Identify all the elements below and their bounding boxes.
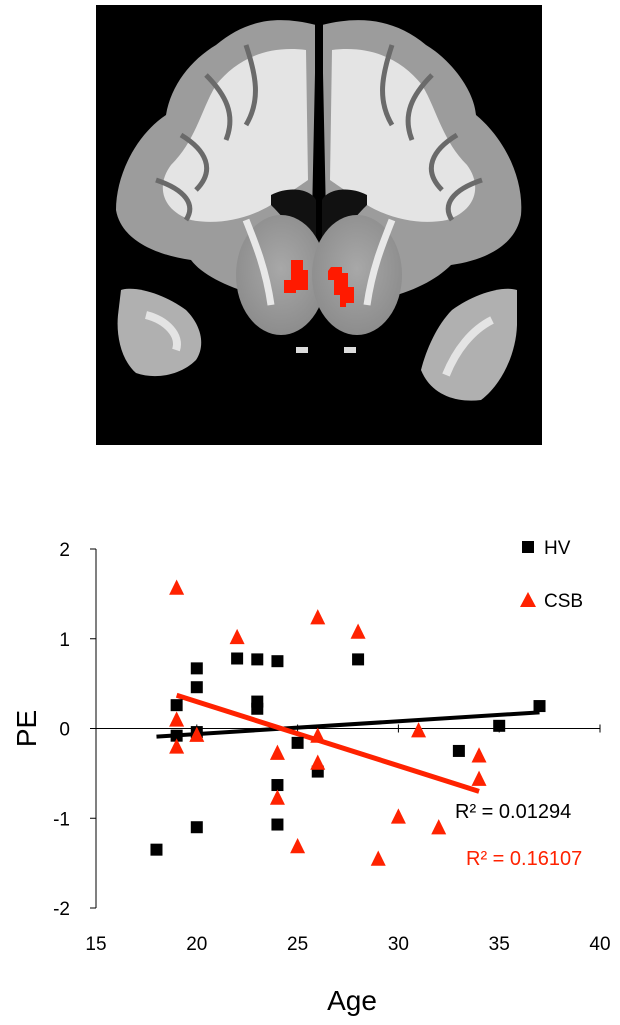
- csb-data-point: [290, 837, 306, 854]
- brain-coronal-slice: [96, 5, 542, 445]
- hv-r2-label: R² = 0.01294: [455, 801, 571, 823]
- hv-data-point: [190, 821, 203, 834]
- csb-data-point: [350, 623, 366, 639]
- csb-data-point: [269, 744, 285, 760]
- hv-data-point: [251, 653, 264, 666]
- csb-data-point: [310, 754, 326, 770]
- x-axis-title: Age: [327, 985, 377, 1016]
- r2-labels: R² = 0.01294 R² = 0.16107: [455, 801, 582, 870]
- x-tick-label: 30: [388, 934, 409, 955]
- brain-coronal-slice-icon: [96, 5, 542, 445]
- hv-data-point: [170, 699, 183, 712]
- y-axis-title: PE: [11, 710, 42, 747]
- csb-r2-label: R² = 0.16107: [466, 848, 582, 870]
- hv-data-point: [291, 736, 304, 749]
- csb-data-point: [471, 770, 487, 786]
- hv-data-point: [533, 700, 546, 713]
- hv-data-point: [150, 843, 163, 856]
- csb-data-point: [310, 727, 326, 743]
- hv-data-point: [170, 729, 183, 742]
- csb-data-point: [370, 850, 386, 866]
- csb-data-point: [169, 711, 185, 727]
- scatter-chart: 2 1 0 -1 -2 15 20 25 30 35 40 HV CSB Age PE R² = 0.0…: [11, 538, 611, 1016]
- legend-marker-hv: [522, 541, 534, 553]
- legend-marker-csb: [520, 592, 536, 607]
- axis-titles: Age PE: [11, 710, 377, 1016]
- hv-data-point: [493, 719, 506, 732]
- csb-data-point: [169, 579, 185, 595]
- hv-data-point: [271, 655, 284, 668]
- trendlines: [156, 692, 540, 794]
- data-points: [150, 579, 546, 866]
- legend-label-hv: HV: [544, 538, 571, 559]
- legend: HV CSB: [520, 538, 583, 612]
- csb-data-point: [411, 722, 427, 738]
- csb-data-point: [431, 819, 447, 835]
- hv-data-point: [190, 662, 203, 675]
- hv-data-point: [190, 681, 203, 694]
- y-tick-label: 0: [59, 720, 70, 741]
- tick-labels: 2 1 0 -1 -2 15 20 25 30 35 40: [53, 540, 610, 955]
- legend-label-csb: CSB: [544, 591, 583, 612]
- y-tick-label: 2: [59, 540, 70, 561]
- x-tick-label: 35: [489, 934, 510, 955]
- hv-data-point: [352, 653, 365, 666]
- csb-data-point: [390, 808, 406, 824]
- hv-trendline: [156, 710, 540, 739]
- csb-data-point: [471, 747, 487, 763]
- y-tick-label: -2: [53, 899, 70, 920]
- x-tick-label: 40: [589, 934, 610, 955]
- y-tick-label: -1: [53, 809, 70, 830]
- y-tick-label: 1: [59, 630, 70, 651]
- hv-data-point: [231, 652, 244, 665]
- hv-data-point: [251, 702, 264, 715]
- x-tick-label: 15: [85, 934, 106, 955]
- csb-data-point: [269, 789, 285, 805]
- hv-data-point: [271, 818, 284, 831]
- x-tick-label: 25: [287, 934, 308, 955]
- csb-data-point: [169, 738, 185, 754]
- csb-data-point: [229, 628, 245, 645]
- hv-data-point: [271, 779, 284, 792]
- x-tick-label: 20: [186, 934, 207, 955]
- hv-data-point: [452, 744, 465, 757]
- csb-trendline: [175, 692, 480, 794]
- axes: [90, 548, 601, 909]
- csb-data-point: [310, 609, 326, 625]
- csb-data-point: [189, 726, 205, 742]
